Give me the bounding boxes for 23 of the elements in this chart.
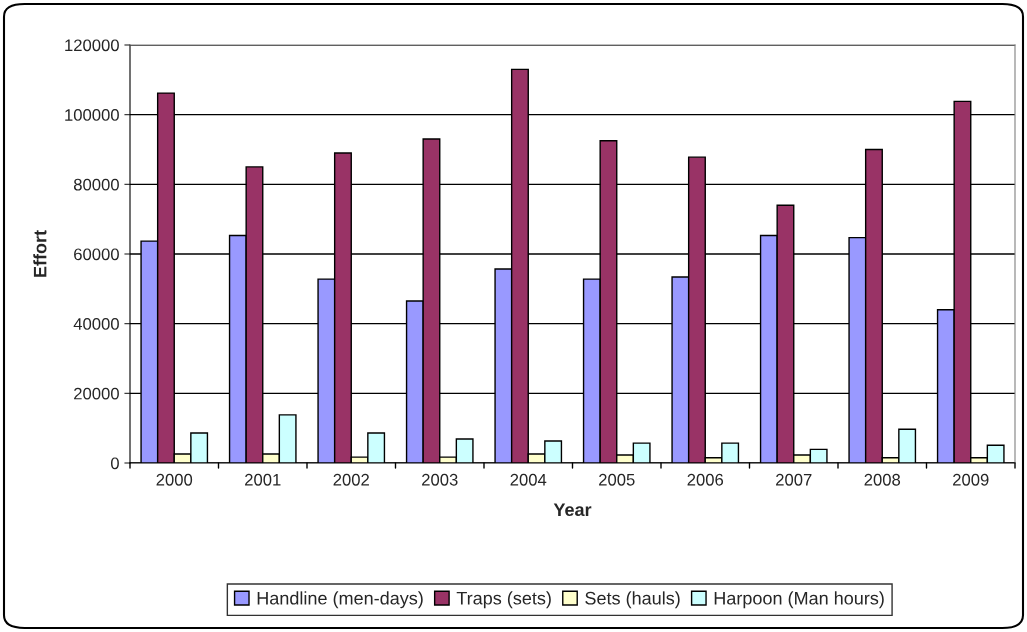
x-axis-title: Year [553, 503, 592, 517]
y-tick-label: 0 [110, 457, 119, 470]
x-tick-label: 2002 [333, 473, 369, 486]
legend-label: Traps (sets) [456, 591, 551, 609]
x-tick-label: 2009 [953, 473, 989, 486]
y-tick-label: 120000 [65, 39, 119, 52]
y-tick-label: 100000 [65, 109, 119, 121]
y-tick-label: 80000 [73, 178, 119, 191]
y-tick-label: 20000 [74, 387, 119, 400]
y-tick-label: 60000 [74, 248, 119, 261]
y-axis-title: Effort [33, 230, 47, 277]
x-tick-label: 2007 [776, 473, 812, 486]
legend-label: Sets (hauls) [585, 591, 680, 609]
x-tick-label: 2004 [510, 473, 547, 486]
x-tick-label: 2008 [864, 473, 901, 486]
x-tick-label: 2005 [599, 473, 635, 486]
legend-label: Handline (men-days) [257, 591, 423, 609]
x-tick-label: 2003 [422, 473, 458, 486]
y-tick-label: 40000 [73, 318, 119, 330]
x-tick-label: 2006 [687, 473, 724, 486]
x-tick-label: 2000 [156, 473, 193, 486]
x-tick-label: 2001 [245, 473, 281, 486]
legend-label: Harpoon (Man hours) [714, 591, 884, 609]
